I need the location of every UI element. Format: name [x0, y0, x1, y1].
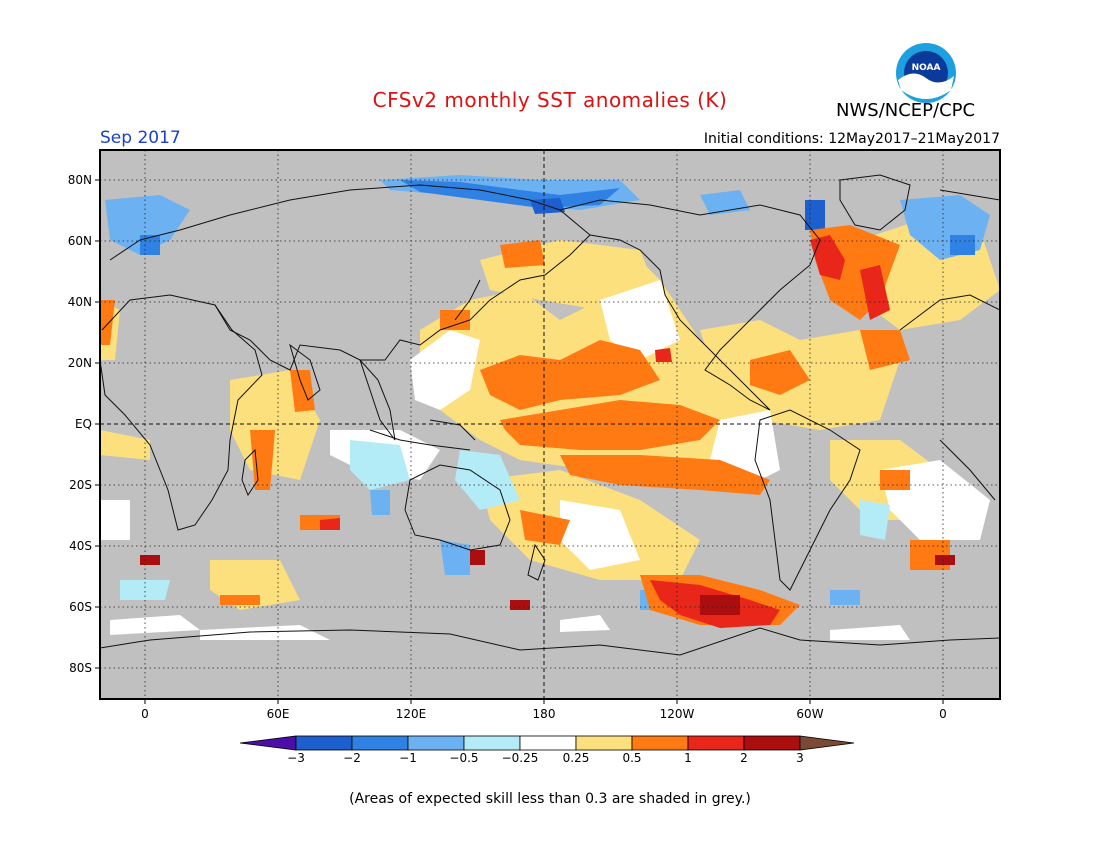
colorbar-swatch: [743, 735, 801, 751]
colorbar-label: −3: [287, 751, 305, 765]
noaa-logo: NOAA: [896, 43, 956, 103]
colorbar-swatch: [575, 735, 633, 751]
lat-label-80n: 80N: [68, 173, 92, 187]
target-month: Sep 2017: [100, 128, 181, 148]
lon-label-120e: 120E: [396, 707, 427, 721]
lat-label-60s: 60S: [69, 600, 92, 614]
lon-label-60w: 60W: [796, 707, 823, 721]
colorbar-label: −2: [343, 751, 361, 765]
lat-label-40n: 40N: [68, 295, 92, 309]
lon-label-60e: 60E: [267, 707, 290, 721]
colorbar-label: 2: [740, 751, 748, 765]
lat-label-20s: 20S: [69, 478, 92, 492]
colorbar-label: 3: [796, 751, 804, 765]
anomaly-weak-negative: [120, 440, 890, 600]
initial-conditions: Initial conditions: 12May2017–21May2017: [703, 131, 1000, 147]
colorbar-label: 0.25: [563, 751, 590, 765]
colorbar-swatch: [463, 735, 521, 751]
colorbar-label: −0.5: [449, 751, 478, 765]
colorbar-swatch: [519, 735, 577, 751]
colorbar-swatch: [407, 735, 465, 751]
colorbar-swatch-min: [239, 735, 297, 751]
lon-label-0-east: 0: [939, 707, 947, 721]
lat-label-80s: 80S: [69, 661, 92, 675]
colorbar-swatch-max: [799, 735, 855, 751]
colorbar-swatch: [687, 735, 745, 751]
lat-label-60n: 60N: [68, 234, 92, 248]
colorbar-label: −1: [399, 751, 417, 765]
lat-label-20n: 20N: [68, 356, 92, 370]
footnote: (Areas of expected skill less than 0.3 a…: [349, 791, 751, 807]
anomaly-very-strong-positive: [140, 550, 955, 615]
colorbar-swatch: [351, 735, 409, 751]
lat-label-eq: EQ: [75, 417, 92, 431]
colorbar-label: 0.5: [622, 751, 641, 765]
lat-label-40s: 40S: [69, 539, 92, 553]
colorbar-labels: −3 −2 −1 −0.5 −0.25 0.25 0.5 1 2 3: [287, 751, 804, 765]
colorbar: −3 −2 −1 −0.5 −0.25 0.25 0.5 1 2 3: [239, 735, 855, 765]
colorbar-label: 1: [684, 751, 692, 765]
colorbar-swatch: [631, 735, 689, 751]
lon-label-180: 180: [533, 707, 556, 721]
lon-label-120w: 120W: [660, 707, 695, 721]
noaa-logo-text: NOAA: [912, 63, 941, 73]
colorbar-swatches: [239, 735, 855, 751]
colorbar-swatch: [295, 735, 353, 751]
coastlines: [100, 174, 1000, 656]
sst-anomaly-map: 80N 60N 40N 20N EQ 20S 40S 60S 80S 0 60E…: [68, 149, 1001, 721]
axis-ticks: [95, 179, 944, 704]
equator-dateline: [100, 150, 1000, 699]
agency-label: NWS/NCEP/CPC: [836, 100, 976, 121]
chart-title: CFSv2 monthly SST anomalies (K): [372, 88, 728, 112]
colorbar-label: −0.25: [502, 751, 539, 765]
lon-label-0-west: 0: [141, 707, 149, 721]
